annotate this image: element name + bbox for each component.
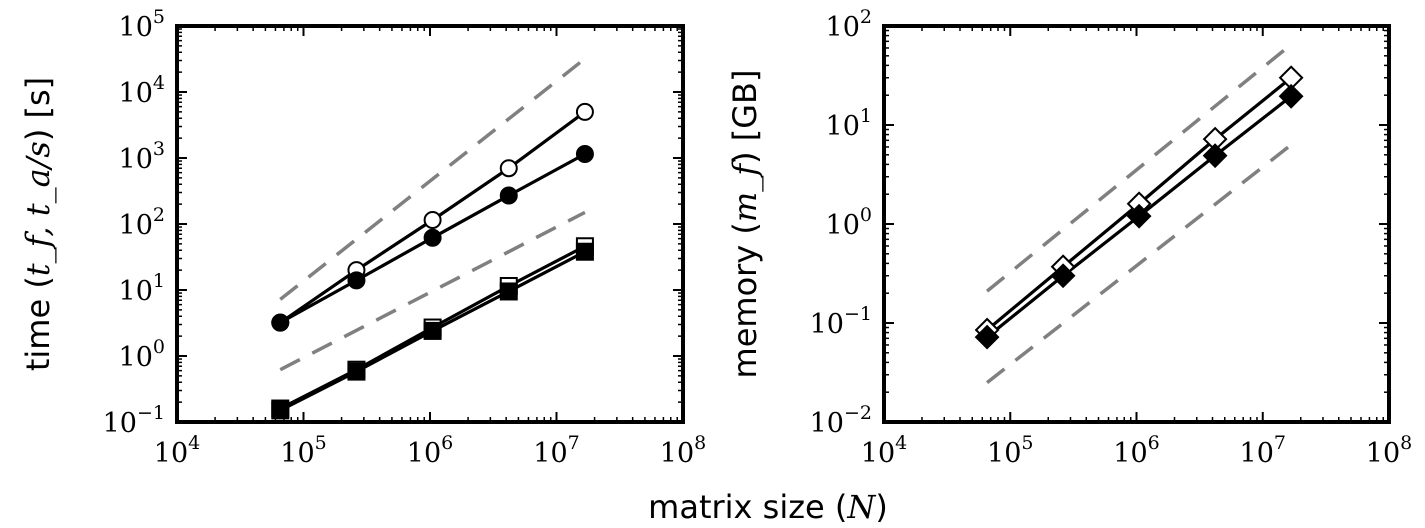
data-point-diamond-filled — [1050, 263, 1076, 289]
data-point-square-filled — [347, 362, 366, 381]
x-tick-label: 108 — [1366, 432, 1412, 469]
y-tick-label: 10−1 — [103, 402, 165, 439]
plot-frame — [882, 24, 1391, 424]
x-tick-label: 108 — [660, 432, 706, 469]
y-tick-label: 100 — [826, 204, 872, 241]
y-tick-label: 104 — [119, 72, 165, 109]
data-point-circle-open — [575, 102, 594, 121]
x-tick-label: 105 — [280, 432, 326, 469]
memory-plot-panel: 104 105 106 107 108 10−2 10−1 100 101 102 memory (… — [726, 6, 1412, 469]
y-tick-label: 101 — [826, 105, 872, 142]
y-axis-label: time (t_f, t_a/s) [s] — [19, 77, 57, 371]
data-point-square-filled — [575, 242, 594, 261]
y-axis-label: memory (m_f) [GB] — [726, 70, 764, 379]
data-point-square-filled — [499, 282, 518, 301]
y-tick-label: 105 — [119, 6, 165, 43]
data-point-square-filled — [423, 321, 442, 340]
data-point-circle-filled — [347, 271, 366, 290]
y-tick-label: 100 — [119, 336, 165, 373]
data-point-diamond-filled — [1278, 83, 1304, 109]
reference-scaling-line — [279, 210, 586, 372]
y-tick-label: 102 — [826, 6, 872, 43]
data-point-circle-open — [499, 159, 518, 178]
shared-x-axis-label: matrix size (N) — [648, 488, 888, 526]
data-point-diamond-filled — [974, 324, 1000, 350]
y-tick-label: 10−2 — [810, 402, 872, 439]
data-point-circle-filled — [499, 186, 518, 205]
data-point-diamond-filled — [1202, 143, 1228, 169]
x-tick-label: 107 — [533, 432, 579, 469]
x-tick-label: 106 — [407, 432, 453, 469]
reference-scaling-line — [985, 43, 1293, 293]
reference-scaling-line — [986, 143, 1293, 384]
x-tick-label: 106 — [1113, 432, 1159, 469]
data-point-circle-open — [423, 210, 442, 229]
time-plot-panel: 104 105 106 107 108 10−1 100 101 102 103 104 105 tim… — [19, 6, 706, 469]
x-tick-label: 107 — [1240, 432, 1286, 469]
x-tick-label: 104 — [861, 432, 907, 469]
data-point-diamond-filled — [1126, 203, 1152, 229]
data-point-circle-filled — [271, 313, 290, 332]
y-tick-label: 102 — [119, 204, 165, 241]
data-point-circle-filled — [575, 144, 594, 163]
x-tick-label: 105 — [987, 432, 1033, 469]
y-tick-label: 103 — [119, 138, 165, 175]
data-point-circle-filled — [423, 228, 442, 247]
plot-frame — [175, 24, 685, 424]
x-tick-label: 104 — [154, 432, 200, 469]
data-point-square-filled — [271, 401, 290, 420]
y-tick-label: 10−1 — [810, 303, 872, 340]
reference-scaling-line — [279, 57, 587, 301]
y-tick-label: 101 — [119, 270, 165, 307]
